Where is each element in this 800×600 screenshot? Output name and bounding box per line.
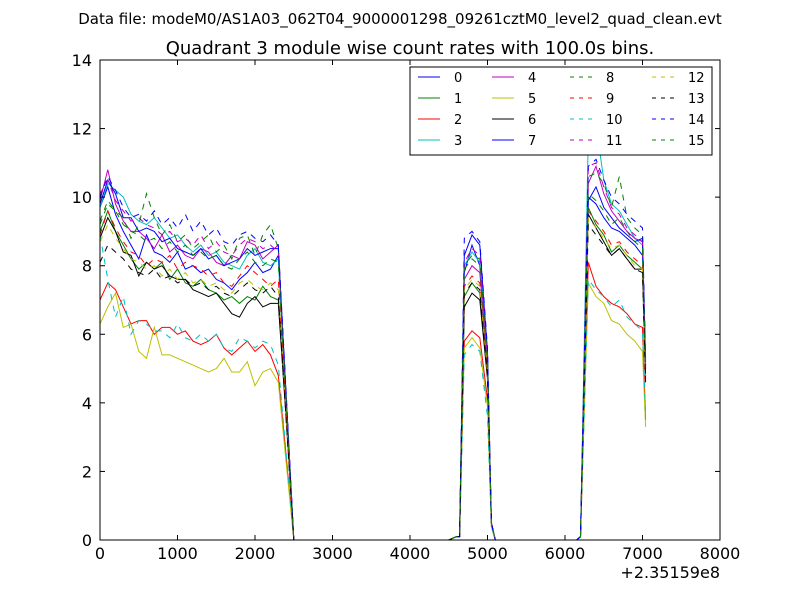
y-tick-label: 2 bbox=[82, 462, 92, 481]
series-line-6 bbox=[99, 212, 647, 541]
x-tick-label: 4000 bbox=[390, 544, 431, 563]
legend-label-14: 14 bbox=[688, 113, 705, 128]
x-axis: 0 1000 2000 3000 4000 5000 6000 7000 8000 bbox=[95, 60, 740, 563]
legend-label-13: 13 bbox=[688, 92, 705, 107]
y-tick-label: 14 bbox=[72, 51, 92, 70]
series-line-8 bbox=[99, 172, 647, 541]
x-tick-label: 5000 bbox=[467, 544, 508, 563]
series-layer bbox=[99, 123, 647, 541]
chart-title: Quadrant 3 module wise count rates with … bbox=[166, 38, 655, 59]
x-tick-label: 6000 bbox=[545, 544, 586, 563]
legend-label-5: 5 bbox=[528, 92, 536, 107]
legend-label-7: 7 bbox=[528, 134, 536, 149]
legend-label-1: 1 bbox=[454, 92, 462, 107]
legend-label-12: 12 bbox=[688, 71, 705, 86]
y-tick-label: 10 bbox=[72, 188, 92, 207]
series-line-15 bbox=[99, 192, 647, 541]
legend-label-11: 11 bbox=[606, 134, 623, 149]
x-tick-label: 0 bbox=[95, 544, 105, 563]
legend-label-6: 6 bbox=[528, 113, 536, 128]
legend-label-0: 0 bbox=[454, 71, 462, 86]
series-line-12 bbox=[99, 216, 647, 541]
x-tick-label: 8000 bbox=[700, 544, 741, 563]
series-line-13 bbox=[99, 223, 647, 541]
legend-label-9: 9 bbox=[606, 92, 614, 107]
x-tick-label: 1000 bbox=[157, 544, 198, 563]
y-tick-label: 0 bbox=[82, 531, 92, 550]
suptitle: Data file: modeM0/AS1A03_062T04_90000012… bbox=[78, 10, 722, 29]
x-tick-label: 3000 bbox=[312, 544, 353, 563]
series-line-4 bbox=[99, 164, 647, 541]
x-offset-label: +2.35159e8 bbox=[620, 563, 720, 582]
series-line-10 bbox=[99, 234, 647, 541]
series-line-5 bbox=[99, 281, 647, 541]
x-tick-label: 7000 bbox=[622, 544, 663, 563]
legend-label-15: 15 bbox=[688, 134, 705, 149]
legend-label-8: 8 bbox=[606, 71, 614, 86]
legend-label-3: 3 bbox=[454, 134, 462, 149]
series-line-2 bbox=[99, 262, 647, 541]
y-tick-label: 12 bbox=[72, 120, 92, 139]
series-line-1 bbox=[99, 207, 647, 541]
y-tick-label: 4 bbox=[82, 394, 92, 413]
y-tick-label: 6 bbox=[82, 325, 92, 344]
series-line-9 bbox=[99, 209, 647, 541]
series-line-14 bbox=[99, 158, 647, 541]
y-tick-label: 8 bbox=[82, 257, 92, 276]
legend-label-4: 4 bbox=[528, 71, 536, 86]
legend-label-2: 2 bbox=[454, 113, 462, 128]
legend-label-10: 10 bbox=[606, 113, 623, 128]
x-tick-label: 2000 bbox=[235, 544, 276, 563]
